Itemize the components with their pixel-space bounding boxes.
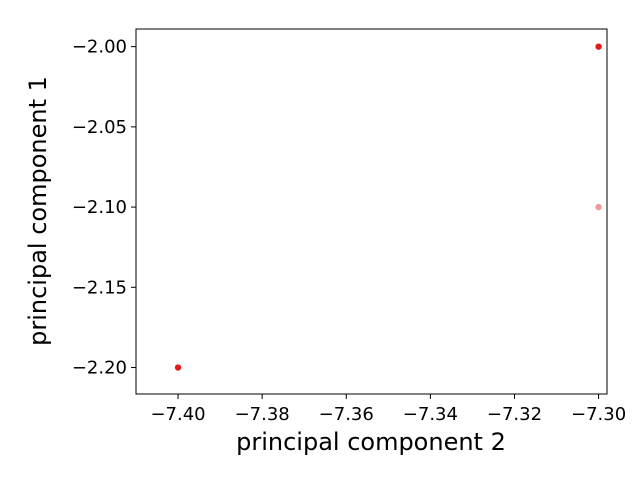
scatter-point-1: [595, 43, 602, 50]
plot-frame: [135, 28, 608, 395]
plot-area: [136, 29, 607, 394]
x-tick-label-5: −7.32: [487, 404, 542, 425]
y-tick-label-3: −2.10: [72, 197, 127, 218]
y-tick-label-1: −2.00: [72, 37, 127, 58]
y-axis-ticks: −2.00 −2.05 −2.10 −2.15 −2.20: [72, 37, 136, 379]
x-tick-label-1: −7.40: [150, 404, 205, 425]
x-tick-label-2: −7.38: [235, 404, 290, 425]
scatter-point-3: [174, 364, 182, 371]
x-tick-label-6: −7.30: [571, 404, 626, 425]
x-axis-ticks: −7.40 −7.38 −7.36 −7.34 −7.32 −7.30: [150, 394, 626, 425]
scatter-point-2: [595, 203, 602, 211]
y-tick-label-4: −2.15: [72, 277, 127, 298]
y-tick-label-5: −2.20: [72, 358, 127, 379]
x-tick-label-4: −7.34: [403, 404, 458, 425]
points-layer: [174, 43, 602, 371]
y-tick-label-2: −2.05: [72, 117, 127, 138]
x-tick-label-3: −7.36: [319, 404, 374, 425]
y-axis-label: principal component 1: [24, 76, 52, 346]
x-axis-label: principal component 2: [236, 428, 506, 456]
